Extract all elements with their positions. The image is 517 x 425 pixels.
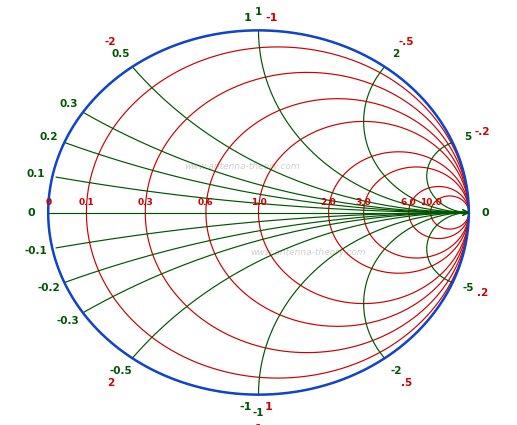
Text: .5: .5 [401, 378, 412, 388]
Text: -1: -1 [253, 408, 264, 418]
Text: -.5: -.5 [399, 37, 414, 47]
Text: 10.0: 10.0 [420, 198, 442, 207]
Text: 0.3: 0.3 [59, 99, 78, 109]
Text: 3.0: 3.0 [356, 198, 372, 207]
Text: -2: -2 [105, 37, 116, 47]
Text: 0.3: 0.3 [138, 198, 153, 207]
Text: 0.1: 0.1 [27, 169, 45, 178]
Text: -5: -5 [463, 283, 474, 293]
Text: www.antenna-theory.com: www.antenna-theory.com [184, 162, 300, 171]
Text: 1.0: 1.0 [251, 198, 266, 207]
Text: 0: 0 [482, 207, 490, 218]
Text: -0.3: -0.3 [57, 316, 80, 326]
Text: 0.6: 0.6 [198, 198, 214, 207]
Text: 1: 1 [265, 402, 273, 412]
Text: 1: 1 [255, 7, 262, 17]
Text: -.2: -.2 [475, 127, 490, 137]
Text: 0: 0 [27, 207, 35, 218]
Text: 2: 2 [107, 378, 114, 388]
Text: 5: 5 [465, 132, 472, 142]
Text: -2: -2 [390, 366, 402, 377]
Text: 0.1: 0.1 [79, 198, 94, 207]
Text: 0: 0 [45, 198, 51, 207]
Text: -1: -1 [265, 13, 278, 23]
Text: 0.5: 0.5 [112, 48, 130, 59]
Text: 0.2: 0.2 [39, 132, 58, 142]
Text: 1: 1 [244, 13, 252, 23]
Text: 6.0: 6.0 [401, 198, 417, 207]
Text: -0.2: -0.2 [37, 283, 60, 293]
Text: -0.1: -0.1 [25, 246, 48, 256]
Text: .2: .2 [477, 288, 488, 298]
Text: 2.0: 2.0 [321, 198, 337, 207]
Text: 2: 2 [392, 48, 400, 59]
Text: 1: 1 [255, 424, 262, 425]
Text: -0.5: -0.5 [110, 366, 132, 377]
Text: www.antenna-theory.com: www.antenna-theory.com [250, 248, 366, 257]
Text: -1: -1 [253, 0, 264, 1]
Text: -1: -1 [239, 402, 252, 412]
